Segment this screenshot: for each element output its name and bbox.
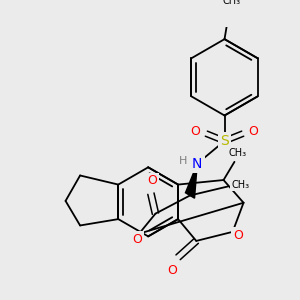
Text: S: S <box>220 134 229 148</box>
Text: CH₃: CH₃ <box>223 0 241 6</box>
Text: O: O <box>168 263 178 277</box>
Text: O: O <box>147 174 157 188</box>
Text: CH₃: CH₃ <box>232 180 250 190</box>
Text: H: H <box>178 156 187 166</box>
Text: O: O <box>233 229 243 242</box>
Text: O: O <box>132 232 142 246</box>
Text: CH₃: CH₃ <box>228 148 246 158</box>
Text: O: O <box>249 125 259 138</box>
Text: N: N <box>192 157 202 171</box>
Polygon shape <box>185 164 197 198</box>
Text: O: O <box>190 125 200 138</box>
